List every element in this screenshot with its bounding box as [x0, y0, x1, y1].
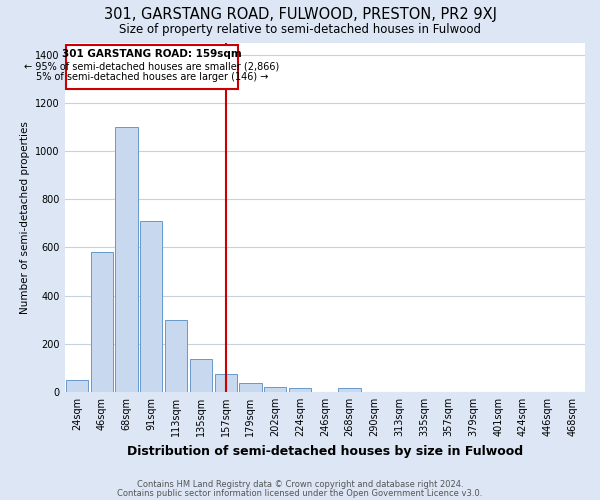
- Bar: [91, 252, 113, 392]
- Text: 301 GARSTANG ROAD: 159sqm: 301 GARSTANG ROAD: 159sqm: [62, 49, 242, 59]
- Bar: [165, 320, 187, 392]
- Bar: [338, 388, 361, 392]
- Bar: [215, 374, 237, 392]
- Text: ← 95% of semi-detached houses are smaller (2,866): ← 95% of semi-detached houses are smalle…: [25, 62, 280, 72]
- Bar: [140, 221, 163, 392]
- Bar: [66, 380, 88, 392]
- Bar: [190, 360, 212, 392]
- Text: 5% of semi-detached houses are larger (146) →: 5% of semi-detached houses are larger (1…: [36, 72, 268, 82]
- Bar: [264, 386, 286, 392]
- Text: Contains public sector information licensed under the Open Government Licence v3: Contains public sector information licen…: [118, 488, 482, 498]
- Bar: [66, 45, 238, 90]
- Y-axis label: Number of semi-detached properties: Number of semi-detached properties: [20, 121, 29, 314]
- Text: Size of property relative to semi-detached houses in Fulwood: Size of property relative to semi-detach…: [119, 22, 481, 36]
- Bar: [239, 383, 262, 392]
- Text: Contains HM Land Registry data © Crown copyright and database right 2024.: Contains HM Land Registry data © Crown c…: [137, 480, 463, 489]
- Text: 301, GARSTANG ROAD, FULWOOD, PRESTON, PR2 9XJ: 301, GARSTANG ROAD, FULWOOD, PRESTON, PR…: [104, 8, 497, 22]
- Bar: [289, 388, 311, 392]
- Bar: [115, 127, 137, 392]
- X-axis label: Distribution of semi-detached houses by size in Fulwood: Distribution of semi-detached houses by …: [127, 444, 523, 458]
